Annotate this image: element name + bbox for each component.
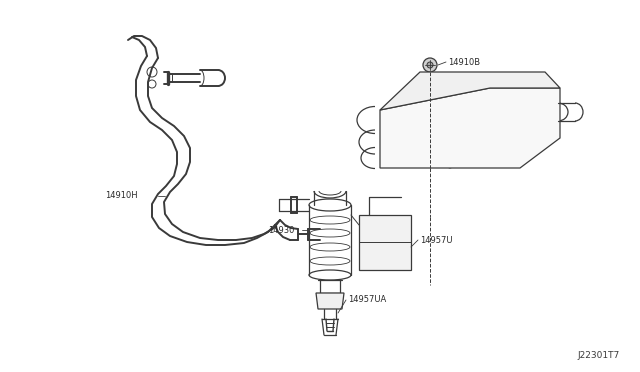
- Text: 14957U: 14957U: [420, 235, 452, 244]
- Polygon shape: [380, 72, 560, 110]
- Ellipse shape: [468, 124, 483, 136]
- Text: 14910H: 14910H: [105, 190, 138, 199]
- Ellipse shape: [461, 118, 491, 142]
- Text: 14910B: 14910B: [448, 58, 480, 67]
- Polygon shape: [359, 215, 411, 270]
- Circle shape: [423, 58, 437, 72]
- Circle shape: [427, 62, 433, 68]
- Ellipse shape: [408, 121, 436, 143]
- Polygon shape: [316, 293, 344, 309]
- Polygon shape: [380, 88, 560, 168]
- Ellipse shape: [415, 126, 429, 138]
- Text: 14930: 14930: [268, 225, 294, 234]
- Text: J22301T7: J22301T7: [578, 351, 620, 360]
- Text: 14957UA: 14957UA: [348, 295, 387, 305]
